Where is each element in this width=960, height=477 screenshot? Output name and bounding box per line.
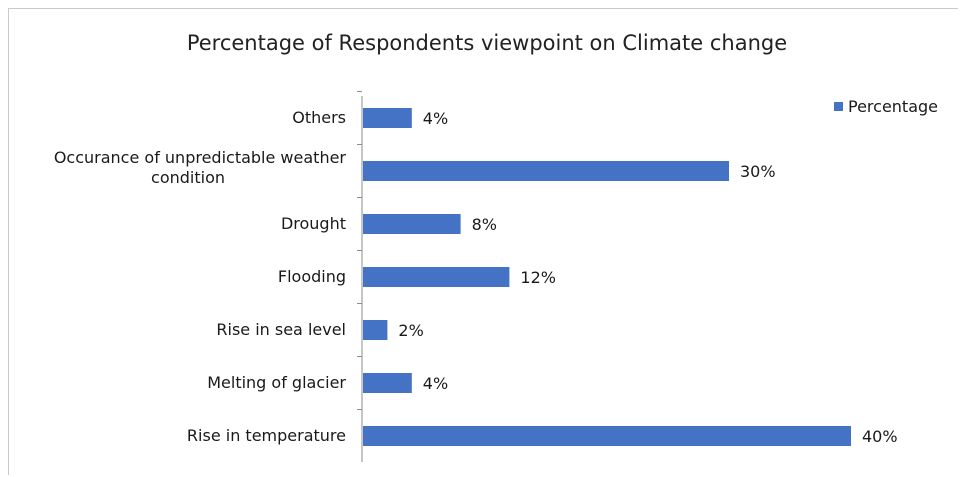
bars-group: Others 4% Occurance of unpredictable weath… [54,91,898,446]
category-label: Occurance of unpredictable weather condit… [54,148,347,187]
chart-frame [8,8,958,475]
bar-3 [363,267,510,287]
category-label: Drought [281,214,346,233]
chart-title: Percentage of Respondents viewpoint on C… [187,31,787,55]
data-label: 4% [423,109,448,128]
bar-5 [363,373,412,393]
data-label: 30% [740,162,776,181]
category-label: Rise in sea level [216,320,346,339]
bar-2 [363,214,461,234]
data-label: 2% [398,321,423,340]
legend: Percentage [834,97,938,116]
data-label: 8% [472,215,497,234]
category-label: Melting of glacier [207,373,346,392]
category-label: Others [292,108,346,127]
bar-0 [363,108,412,128]
bar-4 [363,320,388,340]
legend-swatch [834,102,843,111]
data-label: 4% [423,374,448,393]
bar-6 [363,426,851,446]
category-label: Rise in temperature [187,426,346,445]
legend-label: Percentage [848,97,938,116]
data-label: 40% [862,427,898,446]
data-label: 12% [520,268,556,287]
bar-1 [363,161,729,181]
category-label: Flooding [278,267,346,286]
